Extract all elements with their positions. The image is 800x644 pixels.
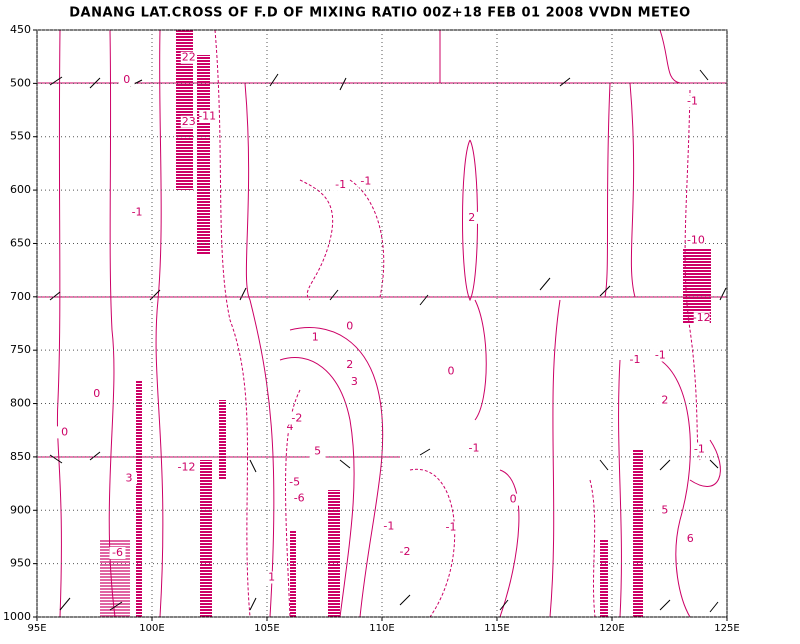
x-tick-label: 115E [484, 623, 509, 634]
contour-label-bg [286, 476, 303, 489]
contour-label-bg [288, 412, 305, 425]
contour-label: -6 [112, 546, 123, 559]
contour-label-bg [652, 349, 669, 362]
contour-label: 0 [123, 73, 130, 86]
contour-label-bg [291, 492, 308, 505]
contour-label: 4 [287, 420, 294, 433]
contour-label: -12 [693, 311, 711, 324]
contour-label: -1 [360, 175, 371, 188]
contour-label: -5 [289, 476, 300, 489]
contour-label: 2 [346, 358, 353, 371]
x-tick-label: 120E [599, 623, 624, 634]
contour-label: 22 [182, 51, 196, 64]
contour-label: -1 [630, 353, 641, 366]
y-tick-label: 900 [10, 503, 31, 516]
contour-label: 5 [314, 445, 321, 458]
y-tick-label: 1000 [3, 610, 31, 623]
x-tick-label: 100E [139, 623, 164, 634]
contour-label-bg [627, 353, 643, 366]
contour-label-bg [180, 115, 197, 128]
contour-label: -1 [694, 442, 705, 455]
contour-label-bg [463, 211, 480, 224]
contour-label: 3 [126, 471, 133, 484]
contour-label: 2 [661, 393, 668, 406]
contour-label-bg [397, 545, 413, 558]
x-tick-label: 110E [369, 623, 394, 634]
contour-label-bg [56, 426, 73, 439]
contour-label: -1 [687, 95, 698, 108]
contour-label: 3 [351, 375, 358, 388]
contour-label: -2 [400, 545, 411, 558]
contour-label-bg [357, 175, 374, 188]
contour-label-bg [505, 493, 522, 506]
contour-label: -12 [178, 461, 196, 474]
y-tick-label: 700 [10, 290, 31, 303]
contour-label-bg [309, 445, 326, 458]
contour-label-bg [341, 359, 358, 372]
contour-label: -1 [383, 519, 394, 532]
contour-label: -1 [655, 349, 666, 362]
contour-label: 2 [468, 211, 475, 224]
chart-title: DANANG LAT.CROSS OF F.D OF MIXING RATIO … [69, 6, 690, 21]
contour-label-bg [307, 331, 324, 344]
contour-label: -6 [294, 492, 305, 505]
y-tick-label: 800 [10, 397, 31, 410]
contour-label: -10 [687, 233, 705, 246]
contour-label: -2 [291, 411, 302, 424]
contour-label: -1 [469, 441, 480, 454]
contour-label: 1 [268, 571, 275, 584]
contour-label-bg [180, 51, 197, 64]
contour-label: 23 [182, 115, 196, 128]
contour-label: 0 [448, 365, 455, 378]
contour-label: 6 [687, 532, 694, 545]
contour-label-bg [443, 365, 459, 378]
contour-label: 0 [93, 387, 100, 400]
y-tick-label: 550 [10, 130, 31, 143]
contour-label: -1 [446, 520, 457, 533]
y-tick-label: 450 [10, 23, 31, 36]
x-tick-label: 95E [27, 623, 46, 634]
contour-label: 0 [61, 425, 68, 438]
contour-label-bg [332, 178, 349, 191]
contour-label: 1 [312, 330, 319, 343]
contour-label-bg [178, 461, 195, 474]
contour-label: 5 [661, 503, 668, 516]
contour-label-bg [88, 387, 105, 400]
y-tick-label: 750 [10, 343, 31, 356]
y-tick-label: 950 [10, 557, 31, 570]
contour-label-bg [263, 571, 280, 584]
contour-label-bg [118, 74, 135, 87]
contour-label-bg [346, 376, 363, 389]
contour-label: 0 [510, 493, 517, 506]
contour-label-bg [109, 546, 126, 559]
contour-label-bg [656, 504, 673, 517]
contour-label-bg [687, 234, 704, 247]
x-tick-label: 125E [714, 623, 739, 634]
contour-label-bg [121, 472, 137, 485]
contour-label-bg [443, 521, 459, 534]
contour-label-bg [341, 320, 358, 333]
contour-label: -1 [335, 178, 346, 191]
y-tick-label: 600 [10, 183, 31, 196]
contour-label-bg [199, 110, 216, 123]
x-tick-label: 105E [254, 623, 279, 634]
contour-label: -11 [198, 109, 216, 122]
contour-label: -1 [132, 206, 143, 219]
y-tick-label: 500 [10, 76, 31, 89]
contour-label-bg [380, 520, 397, 533]
contour-label: 0 [346, 320, 353, 333]
y-tick-label: 650 [10, 236, 31, 249]
contour-label-bg [656, 394, 673, 407]
contour-label-bg [684, 95, 701, 108]
contour-label-bg [693, 312, 710, 325]
contour-label-bg [691, 443, 708, 456]
contour-label-bg [129, 206, 146, 219]
contour-label-bg [682, 533, 699, 546]
contour-label-bg [466, 442, 482, 455]
y-tick-label: 850 [10, 450, 31, 463]
